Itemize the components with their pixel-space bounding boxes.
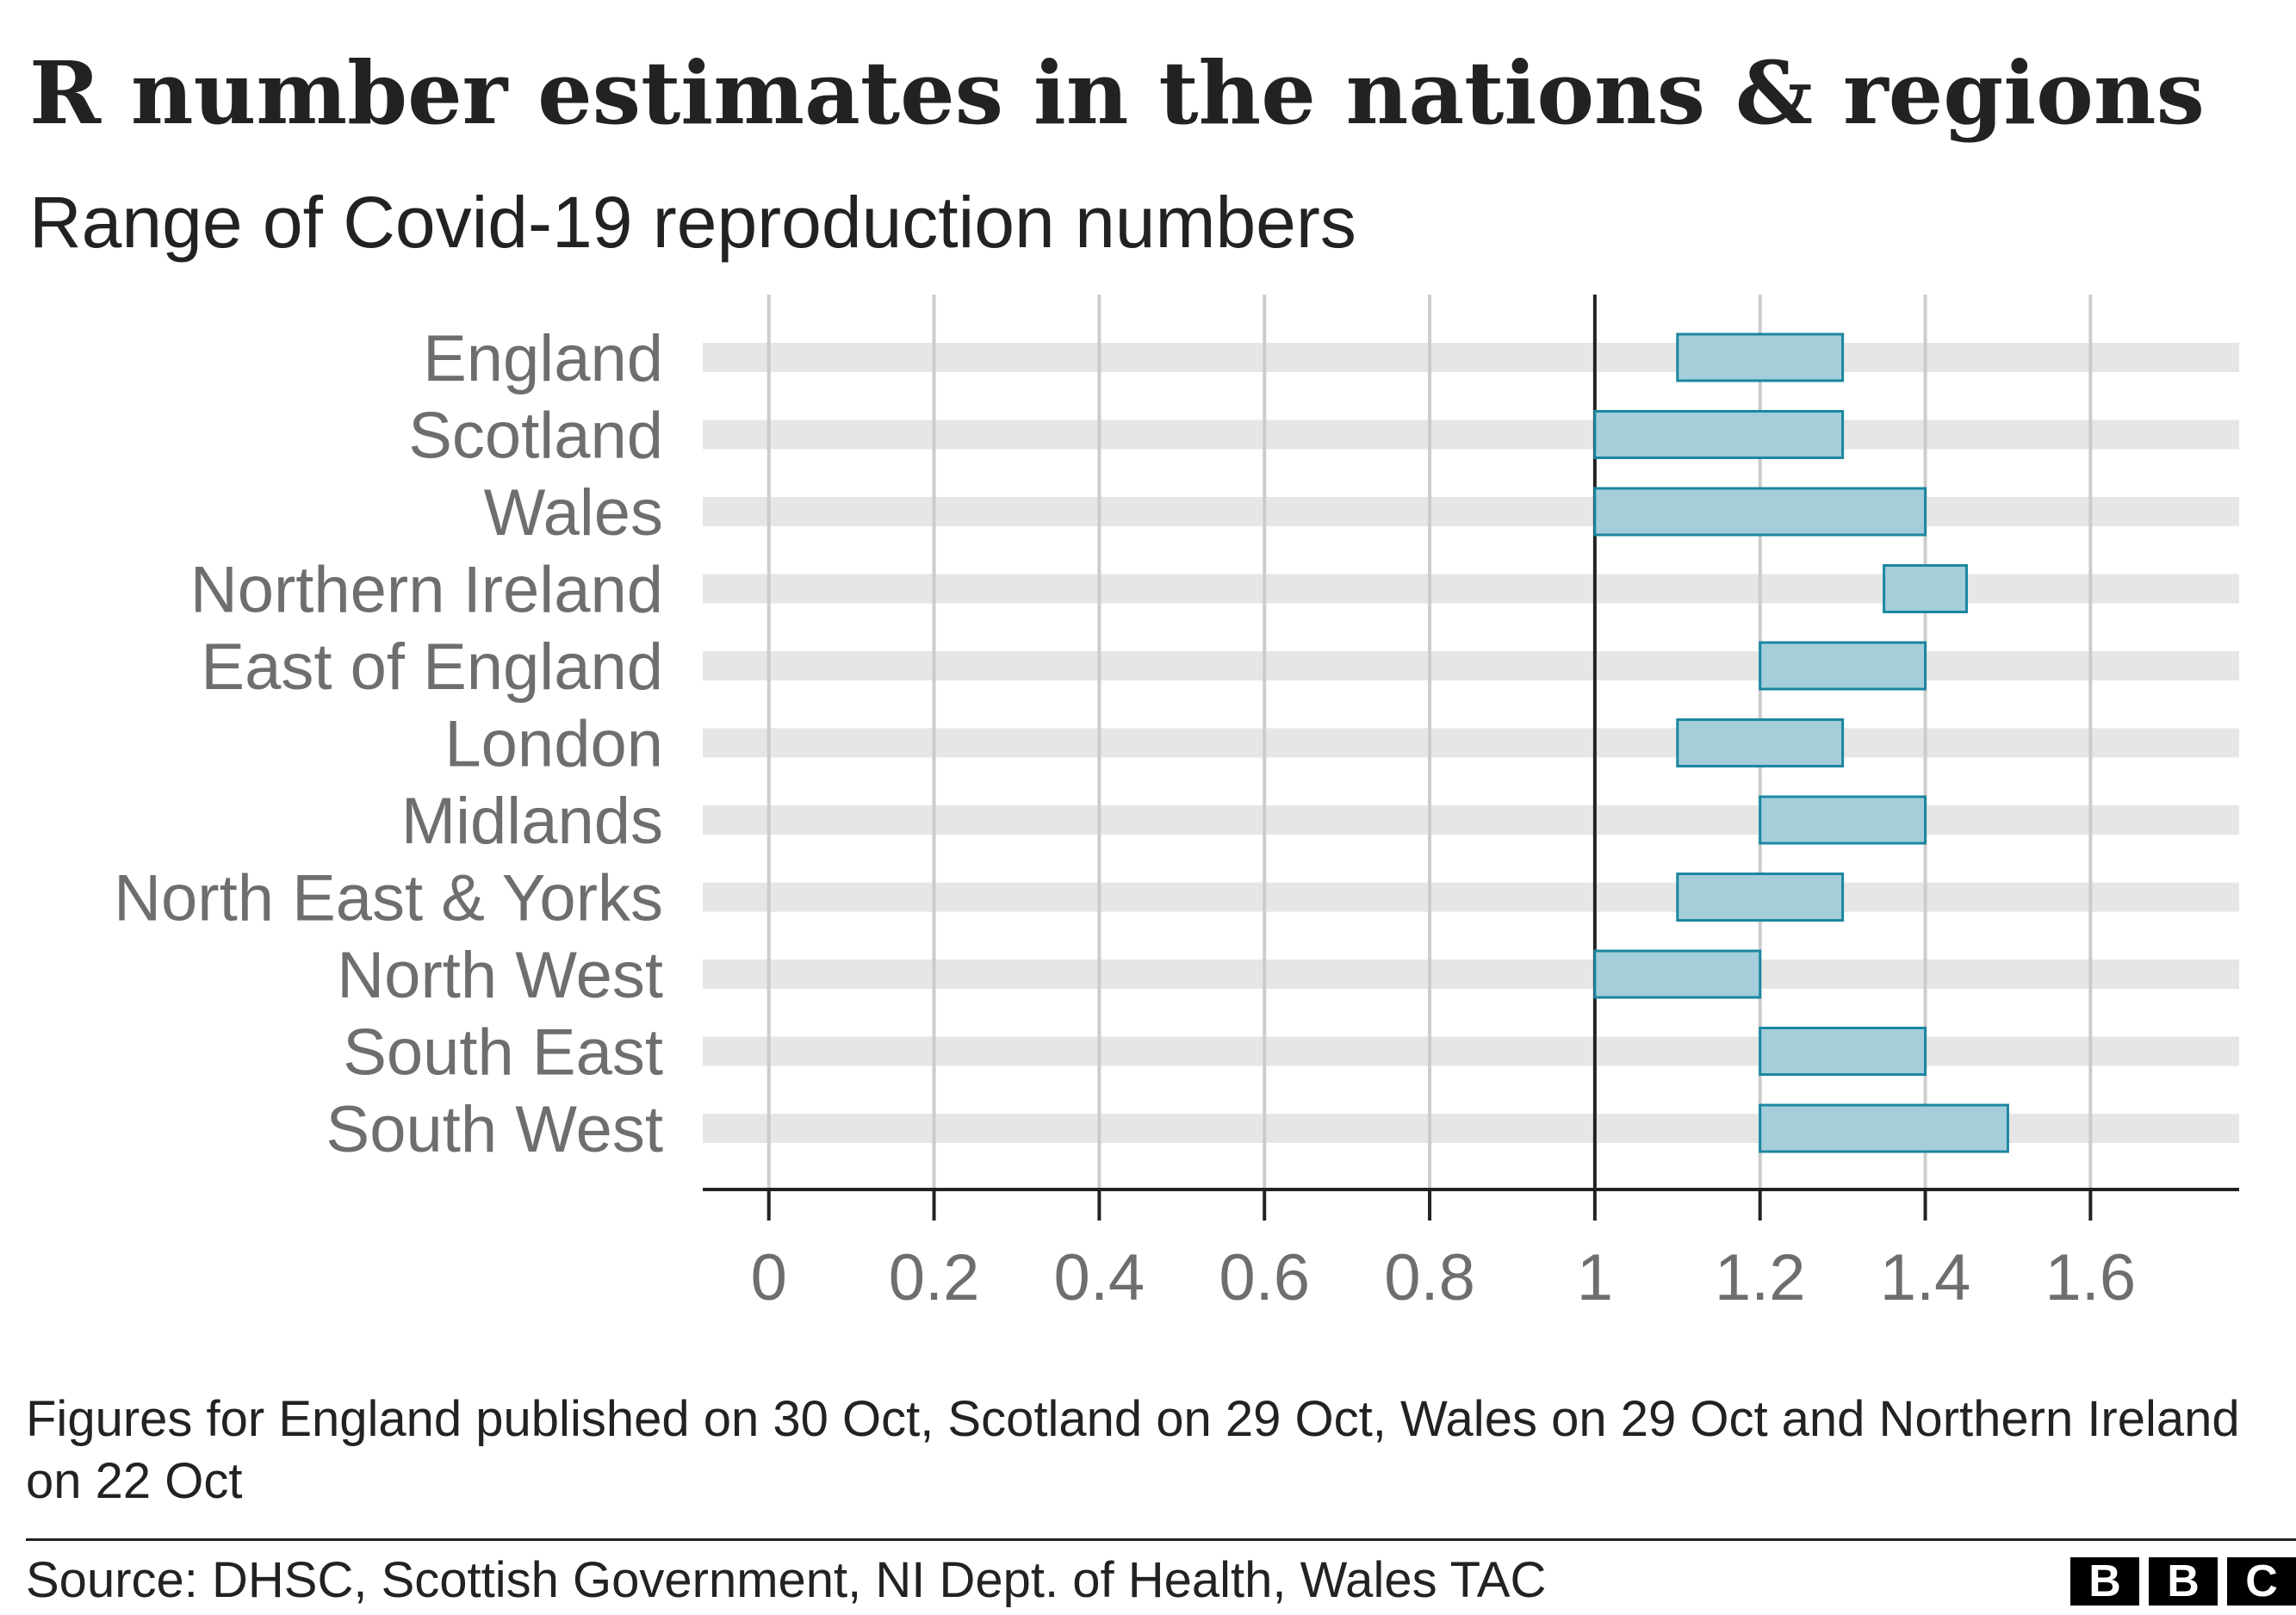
row-band <box>703 343 2239 372</box>
bbc-logo-letter: C <box>2227 1557 2296 1606</box>
category-label: London <box>444 708 663 781</box>
row-band <box>703 419 2239 450</box>
source-line: Source: DHSC, Scottish Government, NI De… <box>26 1552 1547 1608</box>
row-band <box>703 882 2239 912</box>
category-label: North East & Yorks <box>114 862 663 935</box>
x-tick-label: 1.6 <box>2045 1241 2137 1314</box>
range-bar <box>1759 641 1927 691</box>
category-label: Wales <box>484 476 663 550</box>
range-bar <box>1593 487 1927 537</box>
category-label: England <box>423 322 663 395</box>
chart-subtitle: Range of Covid-19 reproduction numbers <box>29 182 1356 263</box>
x-tick-label: 0.6 <box>1219 1241 1310 1314</box>
row-band <box>703 1036 2239 1066</box>
category-label: Northern Ireland <box>190 554 663 627</box>
category-label: South East <box>343 1016 663 1090</box>
row-band <box>703 574 2239 604</box>
x-tick-label: 1 <box>1577 1241 1613 1314</box>
bbc-logo-letter: B <box>2149 1557 2218 1606</box>
range-bar <box>1593 410 1845 459</box>
x-tick-label: 0.2 <box>889 1241 980 1314</box>
bbc-logo-letter: B <box>2070 1557 2139 1606</box>
range-bar <box>1759 1103 2009 1153</box>
x-tick-label: 0 <box>751 1241 787 1314</box>
range-bar <box>1759 1027 1927 1076</box>
category-label: North West <box>337 939 663 1012</box>
x-tick-label: 0.4 <box>1054 1241 1145 1314</box>
range-bar <box>1676 718 1845 767</box>
x-tick-label: 0.8 <box>1384 1241 1475 1314</box>
footer-divider <box>26 1538 2296 1541</box>
category-label: East of England <box>201 630 663 704</box>
range-bar <box>1759 795 1927 845</box>
x-tick-label: 1.2 <box>1715 1241 1806 1314</box>
row-band <box>703 805 2239 835</box>
bbc-logo: B B C <box>2070 1557 2296 1606</box>
row-band <box>703 651 2239 680</box>
row-band <box>703 960 2239 989</box>
row-band <box>703 497 2239 526</box>
category-label: Midlands <box>401 785 663 858</box>
range-bar <box>1883 564 1968 613</box>
x-tick-label: 1.4 <box>1880 1241 1971 1314</box>
row-band <box>703 728 2239 758</box>
category-label: South West <box>326 1093 663 1166</box>
footnote: Figures for England published on 30 Oct,… <box>26 1391 2240 1509</box>
range-bar <box>1593 949 1762 999</box>
range-bar <box>1676 873 1845 922</box>
range-bar <box>1676 332 1845 382</box>
chart-title: R number estimates in the nations & regi… <box>29 42 2205 144</box>
category-label: Scotland <box>408 400 663 473</box>
